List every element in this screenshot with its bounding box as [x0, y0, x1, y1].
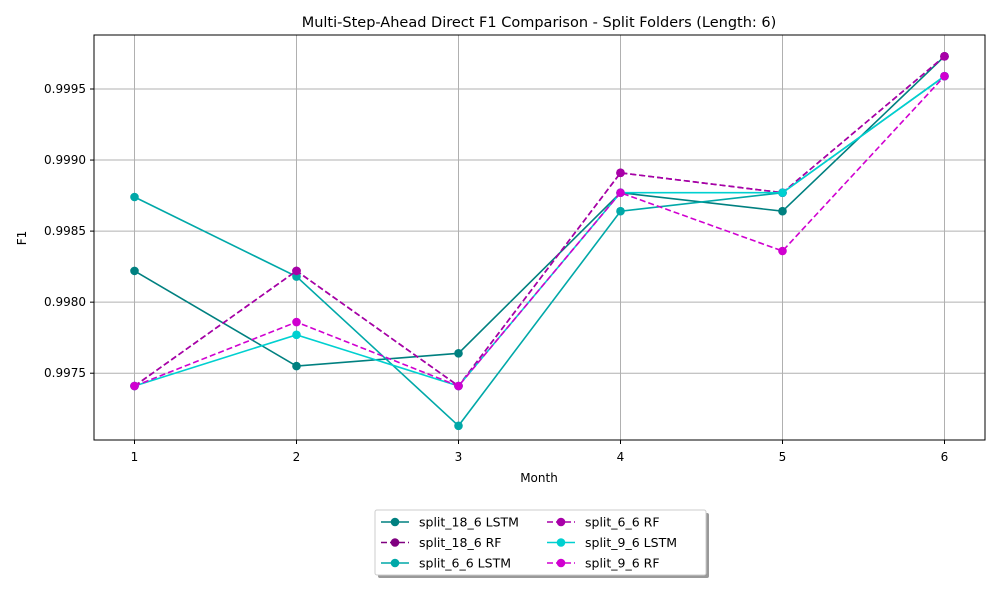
x-tick-label: 2: [293, 450, 301, 464]
x-tick-label: 3: [455, 450, 463, 464]
legend-label: split_9_6 RF: [585, 556, 660, 571]
data-point: [130, 192, 139, 202]
data-point: [616, 206, 625, 216]
data-point: [454, 349, 463, 358]
series-split-6-6-lstm: [130, 71, 949, 431]
x-axis: 1 2 3 4 5 6: [131, 440, 949, 464]
x-tick-label: 1: [131, 450, 139, 464]
legend-label: split_18_6 LSTM: [419, 515, 519, 530]
legend-box: [374, 509, 707, 576]
legend-marker: [556, 558, 566, 568]
data-point: [292, 266, 301, 276]
data-point: [454, 421, 463, 431]
series-line: [134, 55, 946, 388]
data-point: [616, 168, 625, 178]
legend-item: split_6_6 RF: [547, 515, 660, 530]
data-point: [616, 188, 625, 198]
y-tick-label: 0.9985: [44, 224, 86, 238]
legend-marker: [390, 517, 400, 527]
data-point: [292, 317, 301, 327]
y-tick-label: 0.9980: [44, 295, 86, 309]
legend-label: split_6_6 LSTM: [419, 556, 511, 571]
legend-label: split_18_6 RF: [419, 535, 502, 550]
legend-item: split_6_6 LSTM: [381, 556, 511, 571]
legend-label: split_9_6 LSTM: [585, 535, 677, 550]
legend-item: split_9_6 RF: [547, 556, 660, 571]
x-tick-label: 5: [779, 450, 787, 464]
data-point: [292, 361, 301, 371]
data-point: [130, 381, 139, 391]
y-axis: 0.9975 0.9980 0.9985 0.9990 0.9995: [44, 82, 94, 380]
legend: split_18_6 LSTM split_18_6 RF split_6_6 LS…: [374, 509, 709, 578]
data-point: [940, 52, 949, 61]
legend-item: split_9_6 LSTM: [547, 535, 677, 550]
grid: [94, 35, 985, 440]
legend-marker: [556, 517, 566, 527]
legend-marker: [390, 558, 400, 568]
series-line: [134, 75, 945, 387]
chart-title: Multi-Step-Ahead Direct F1 Comparison - …: [302, 15, 777, 31]
x-tick-label: 6: [941, 450, 949, 464]
y-axis-label: F1: [15, 231, 29, 246]
legend-item: split_18_6 LSTM: [381, 515, 519, 530]
series-line: [134, 55, 946, 367]
data-point: [454, 381, 463, 391]
series-split-18-6-lstm: [130, 52, 949, 371]
series-line: [134, 55, 946, 388]
data-point: [940, 71, 949, 81]
legend-label: split_6_6 RF: [585, 515, 660, 530]
data-point: [778, 188, 787, 198]
series-layer: [130, 52, 949, 431]
x-tick-label: 4: [617, 450, 625, 464]
data-point: [778, 206, 787, 216]
y-tick-label: 0.9990: [44, 153, 86, 167]
legend-marker: [556, 538, 566, 547]
data-point: [130, 266, 139, 276]
plot-frame: [93, 34, 986, 441]
data-point: [292, 330, 301, 340]
series-line: [134, 75, 946, 387]
series-split-9-6-rf: [130, 71, 949, 391]
x-axis-label: Month: [520, 471, 558, 485]
legend-item: split_18_6 RF: [381, 535, 502, 550]
y-tick-label: 0.9975: [44, 366, 86, 380]
data-point: [778, 246, 787, 256]
y-tick-label: 0.9995: [44, 82, 86, 96]
legend-marker: [390, 538, 400, 547]
